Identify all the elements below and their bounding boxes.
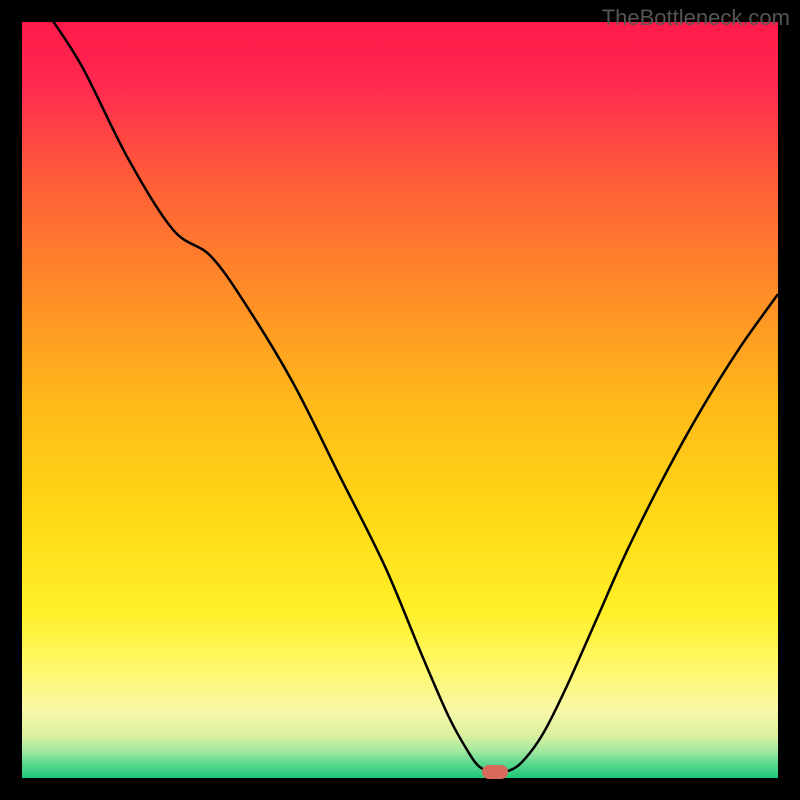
bottleneck-curve (22, 22, 778, 778)
chart-plot-area (22, 22, 778, 778)
optimal-point-marker (482, 765, 508, 779)
watermark-text: TheBottleneck.com (602, 5, 790, 31)
